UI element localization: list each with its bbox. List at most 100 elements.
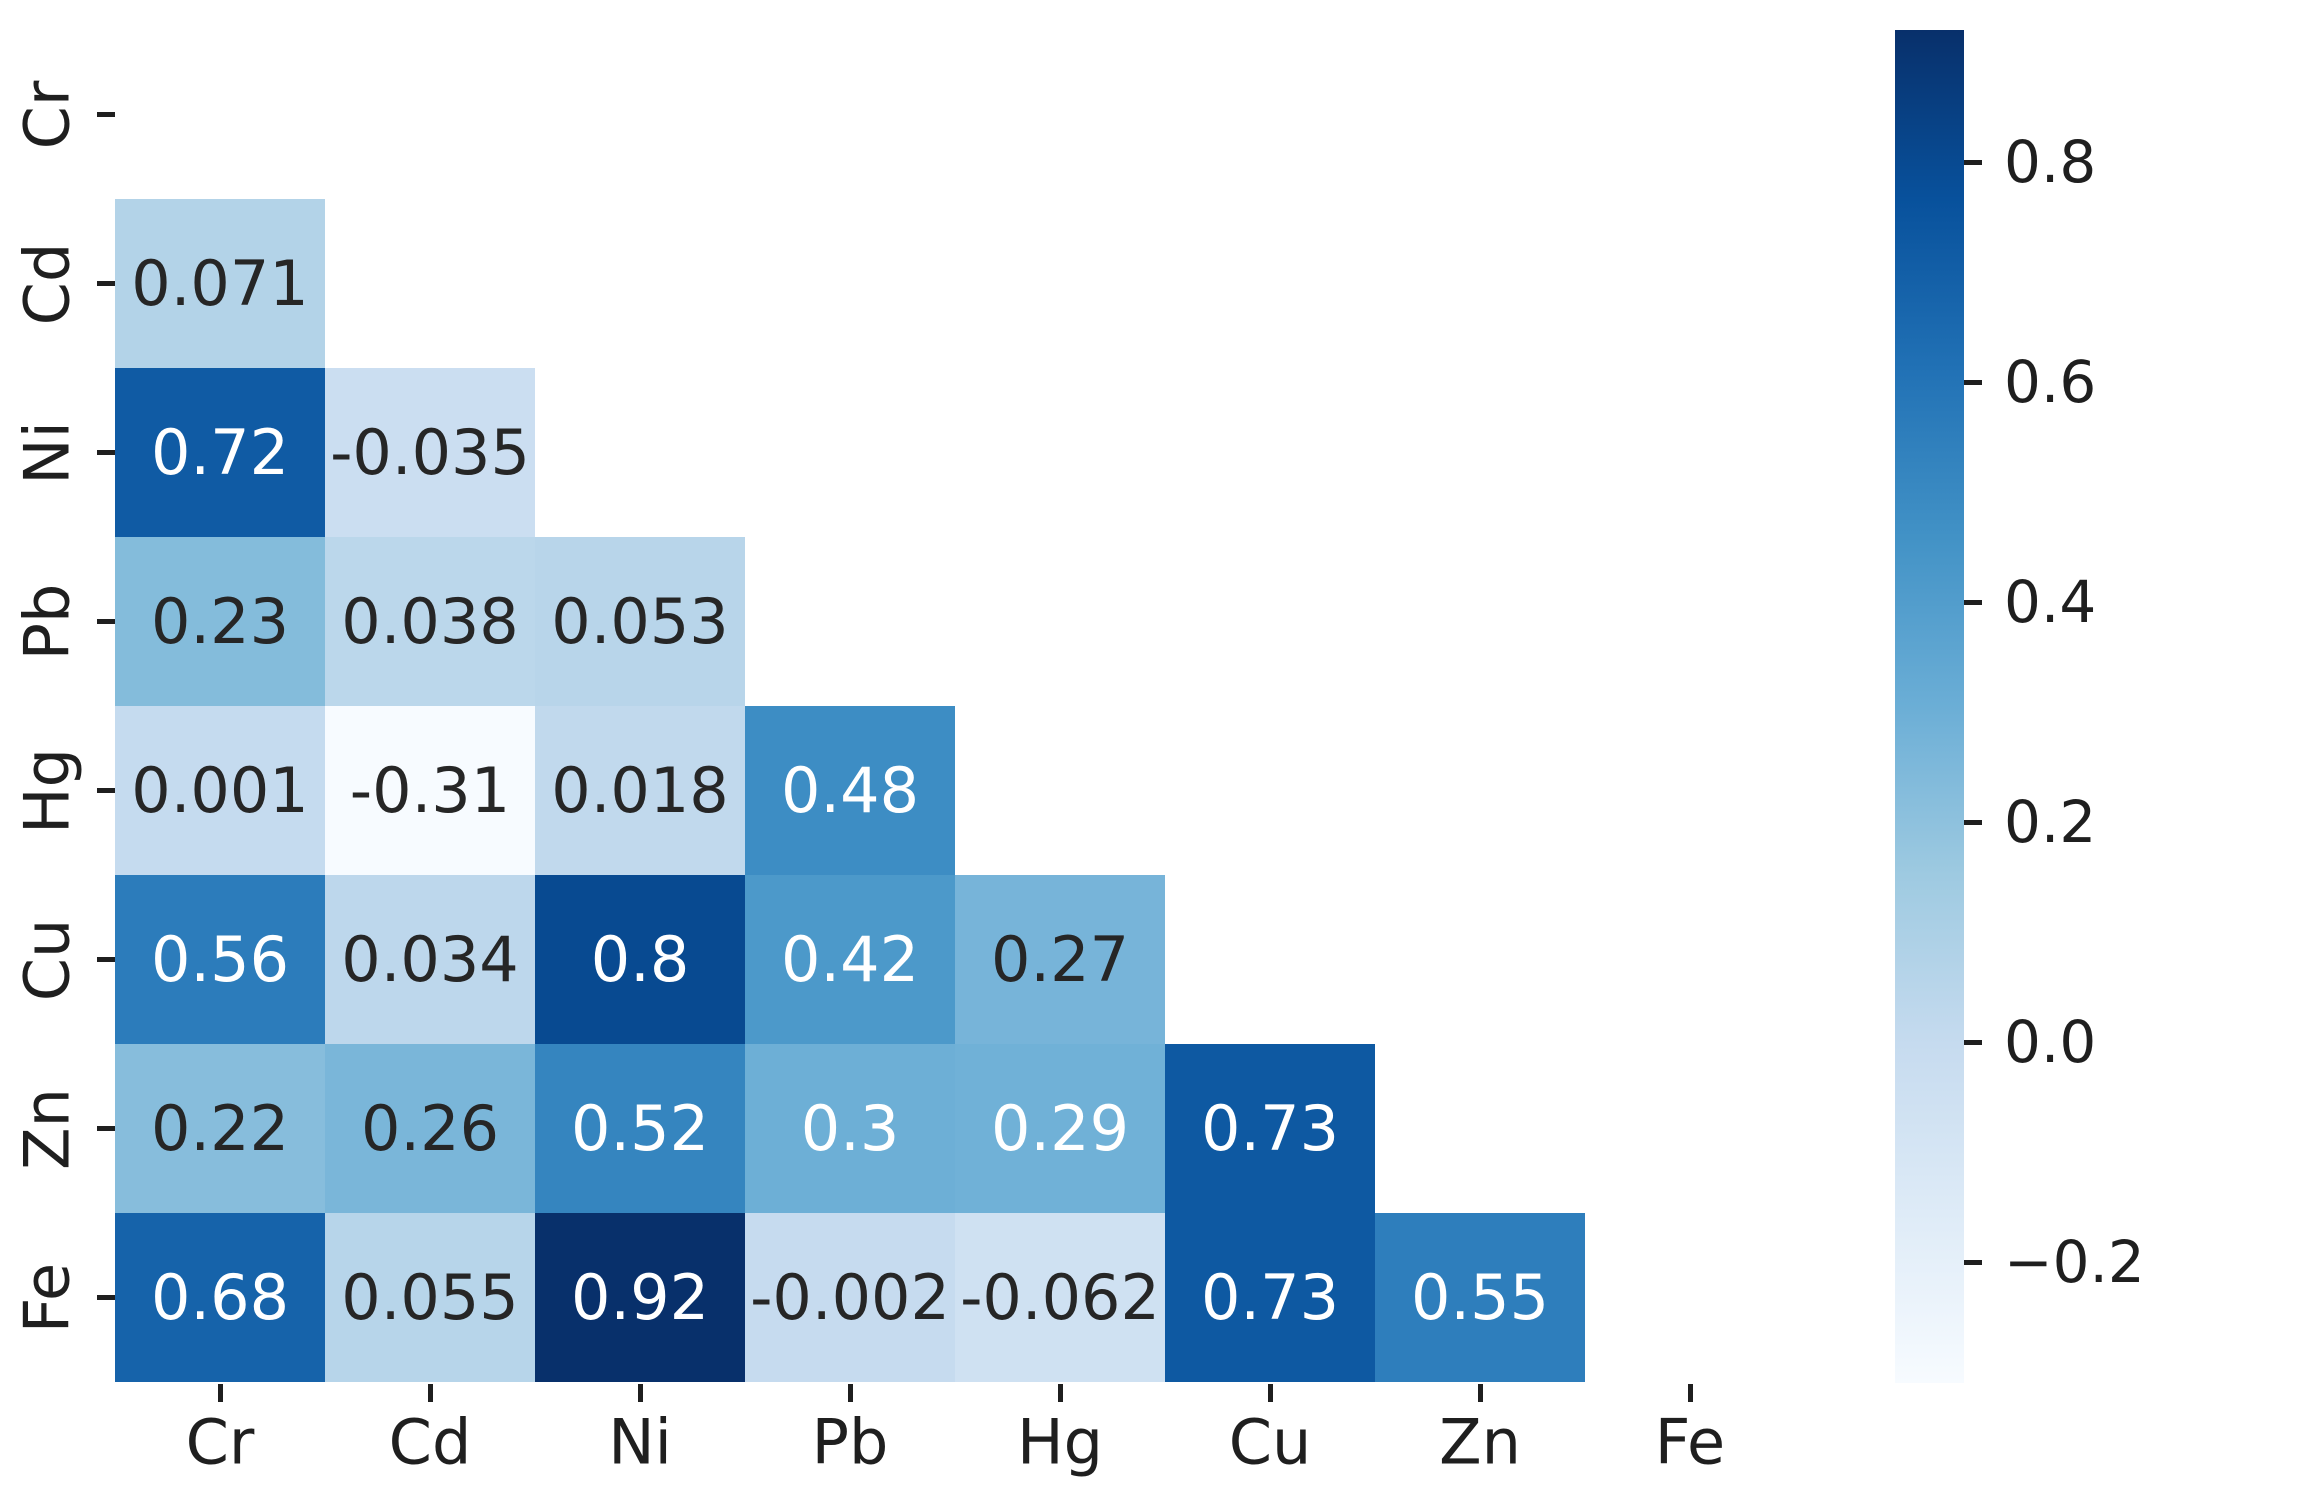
x-tick-mark	[1267, 1384, 1273, 1402]
cell-annotation: 0.038	[341, 584, 519, 658]
cell-annotation: 0.73	[1200, 1260, 1340, 1334]
x-tick-mark	[1477, 1384, 1483, 1402]
cell-annotation: 0.23	[150, 584, 290, 658]
cell-annotation: 0.56	[150, 922, 290, 996]
cell-annotation: 0.68	[150, 1260, 290, 1334]
heatmap-cell-Fe-Cr: 0.68	[115, 1213, 325, 1382]
heatmap-cell-Cu-Cd: 0.034	[325, 875, 535, 1044]
y-tick-label-Cu: Cu	[10, 918, 84, 1001]
x-tick-label-Cu: Cu	[1228, 1405, 1312, 1479]
colorbar-tick-label: 0.8	[2004, 128, 2097, 196]
cell-annotation: 0.26	[360, 1091, 500, 1165]
cell-annotation: 0.071	[131, 246, 309, 320]
x-tick-mark	[1687, 1384, 1693, 1402]
y-tick-label-Cd: Cd	[10, 242, 84, 325]
y-tick-mark	[97, 619, 115, 624]
cell-annotation: 0.52	[570, 1091, 710, 1165]
y-tick-label-Fe: Fe	[10, 1262, 84, 1333]
heatmap-cell-Pb-Cr: 0.23	[115, 537, 325, 706]
x-tick-label-Pb: Pb	[811, 1405, 889, 1479]
heatmap-cell-Zn-Cr: 0.22	[115, 1044, 325, 1213]
x-tick-mark	[217, 1384, 223, 1402]
colorbar-tick-label: 0.0	[2004, 1008, 2097, 1076]
cell-annotation: 0.92	[570, 1260, 710, 1334]
cell-annotation: 0.72	[150, 415, 290, 489]
y-tick-label-Cr: Cr	[10, 80, 84, 149]
heatmap-cell-Fe-Hg: -0.062	[955, 1213, 1165, 1382]
y-tick-mark	[97, 281, 115, 286]
cell-annotation: 0.42	[780, 922, 920, 996]
heatmap-cell-Fe-Cd: 0.055	[325, 1213, 535, 1382]
y-tick-label-Zn: Zn	[10, 1087, 84, 1170]
heatmap-cell-Zn-Pb: 0.3	[745, 1044, 955, 1213]
heatmap-cell-Zn-Ni: 0.52	[535, 1044, 745, 1213]
x-tick-mark	[847, 1384, 853, 1402]
y-tick-label-Ni: Ni	[10, 420, 84, 485]
heatmap-cell-Fe-Pb: -0.002	[745, 1213, 955, 1382]
heatmap-cell-Cu-Cr: 0.56	[115, 875, 325, 1044]
colorbar-tick-label: 0.6	[2004, 348, 2097, 416]
heatmap-cell-Zn-Cd: 0.26	[325, 1044, 535, 1213]
heatmap-cell-Hg-Cd: -0.31	[325, 706, 535, 875]
heatmap-cell-Fe-Ni: 0.92	[535, 1213, 745, 1382]
cell-annotation: 0.034	[341, 922, 519, 996]
x-tick-label-Ni: Ni	[608, 1405, 672, 1479]
cell-annotation: -0.31	[349, 753, 511, 827]
heatmap-cell-Pb-Cd: 0.038	[325, 537, 535, 706]
x-tick-label-Cd: Cd	[388, 1405, 472, 1479]
heatmap-cell-Hg-Pb: 0.48	[745, 706, 955, 875]
heatmap-cell-Ni-Cd: -0.035	[325, 368, 535, 537]
colorbar-tick-mark	[1964, 599, 1982, 605]
y-tick-mark	[97, 450, 115, 455]
colorbar-gradient	[1895, 30, 1964, 1383]
heatmap-cell-Cd-Cr: 0.071	[115, 199, 325, 368]
cell-annotation: -0.035	[330, 415, 530, 489]
x-tick-mark	[637, 1384, 643, 1402]
y-tick-mark	[97, 1295, 115, 1300]
y-tick-label-Hg: Hg	[10, 747, 84, 834]
colorbar-tick-mark	[1964, 1259, 1982, 1265]
colorbar-tick-label: −0.2	[2004, 1228, 2145, 1296]
x-tick-mark	[427, 1384, 433, 1402]
colorbar-tick-label: 0.2	[2004, 788, 2097, 856]
cell-annotation: 0.3	[800, 1091, 900, 1165]
heatmap-cell-Zn-Cu: 0.73	[1165, 1044, 1375, 1213]
colorbar-tick-mark	[1964, 159, 1982, 165]
heatmap-cell-Zn-Hg: 0.29	[955, 1044, 1165, 1213]
cell-annotation: 0.055	[341, 1260, 519, 1334]
cell-annotation: 0.27	[990, 922, 1130, 996]
cell-annotation: 0.22	[150, 1091, 290, 1165]
x-tick-label-Hg: Hg	[1017, 1405, 1103, 1479]
heatmap-cell-Hg-Cr: 0.001	[115, 706, 325, 875]
cell-annotation: 0.48	[780, 753, 920, 827]
y-tick-mark	[97, 957, 115, 962]
x-tick-label-Cr: Cr	[185, 1405, 255, 1479]
colorbar-tick-mark	[1964, 1039, 1982, 1045]
y-tick-mark	[97, 788, 115, 793]
cell-annotation: -0.062	[960, 1260, 1160, 1334]
colorbar-tick-mark	[1964, 379, 1982, 385]
cell-annotation: 0.73	[1200, 1091, 1340, 1165]
y-tick-mark	[97, 112, 115, 117]
y-tick-mark	[97, 1126, 115, 1131]
cell-annotation: -0.002	[750, 1260, 950, 1334]
cell-annotation: 0.29	[990, 1091, 1130, 1165]
cell-annotation: 0.053	[551, 584, 729, 658]
cell-annotation: 0.55	[1410, 1260, 1550, 1334]
y-tick-label-Pb: Pb	[10, 583, 84, 660]
heatmap-cell-Fe-Cu: 0.73	[1165, 1213, 1375, 1382]
heatmap-cell-Pb-Ni: 0.053	[535, 537, 745, 706]
colorbar-tick-mark	[1964, 819, 1982, 825]
heatmap-cell-Cu-Ni: 0.8	[535, 875, 745, 1044]
heatmap-cell-Fe-Zn: 0.55	[1375, 1213, 1585, 1382]
x-tick-label-Fe: Fe	[1654, 1405, 1726, 1479]
heatmap-cell-Cu-Pb: 0.42	[745, 875, 955, 1044]
x-tick-mark	[1057, 1384, 1063, 1402]
heatmap-cell-Cu-Hg: 0.27	[955, 875, 1165, 1044]
cell-annotation: 0.8	[590, 922, 690, 996]
cell-annotation: 0.001	[131, 753, 309, 827]
heatmap-cell-Hg-Ni: 0.018	[535, 706, 745, 875]
colorbar-tick-label: 0.4	[2004, 568, 2097, 636]
heatmap-cell-Ni-Cr: 0.72	[115, 368, 325, 537]
